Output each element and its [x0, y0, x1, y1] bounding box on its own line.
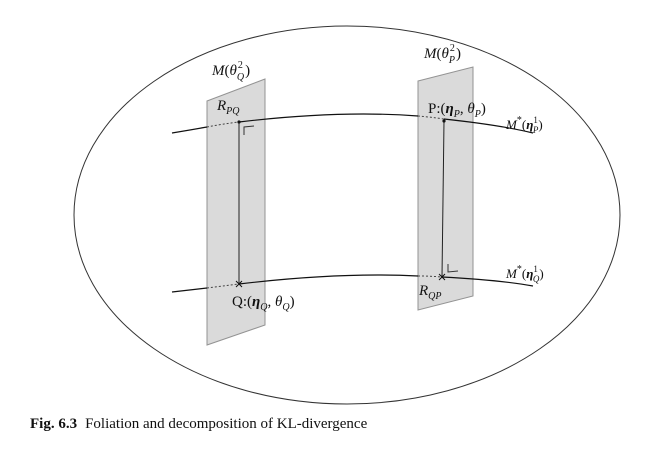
figure-caption-text: Foliation and decomposition of KL-diverg… [85, 416, 368, 432]
right-angle-mark-rpq [243, 125, 255, 135]
leaf-plane-q [206, 78, 266, 346]
curve-m-star-p-solid-right [443, 118, 534, 134]
curve-m-star-q-solid-left [171, 287, 208, 293]
label-leaf-p: M(θ2 P) [423, 43, 461, 66]
label-point-q: Q:(ηQ, θQ) [232, 294, 295, 313]
curve-m-star-p-dashed-left [206, 121, 240, 128]
curve-m-star-p-solid-mid [238, 113, 419, 123]
figure-caption: Fig. 6.3 Foliation and decomposition of K… [30, 416, 367, 433]
right-angle-mark-rqp [447, 264, 459, 273]
label-point-rpq: RPQ [216, 98, 240, 117]
figure-number: Fig. 6.3 [30, 416, 78, 432]
segment-p-rqp [441, 120, 445, 278]
point-marker-p [442, 119, 446, 123]
leaf-plane-p [417, 66, 474, 311]
manifold-ellipse [73, 25, 621, 405]
curve-m-star-q-solid-mid [238, 274, 419, 285]
curve-m-star-q-dashed-left [206, 283, 240, 289]
point-marker-q [235, 280, 243, 288]
point-marker-rqp [438, 273, 446, 281]
point-marker-rpq [237, 120, 241, 124]
curve-m-star-p-dashed-right [417, 115, 445, 120]
curve-m-star-q-solid-right [441, 276, 534, 287]
label-curve-q: M*(η1 Q) [505, 264, 544, 284]
curve-m-star-p-solid-left [171, 126, 208, 134]
label-point-p: P:(ηP, θP) [428, 101, 486, 120]
curve-m-star-q-dashed-right [417, 275, 443, 278]
label-leaf-q: M(θ2 Q) [211, 60, 250, 83]
label-curve-p: M*(η1 P) [505, 115, 543, 135]
label-point-rqp: RQP [418, 283, 442, 302]
